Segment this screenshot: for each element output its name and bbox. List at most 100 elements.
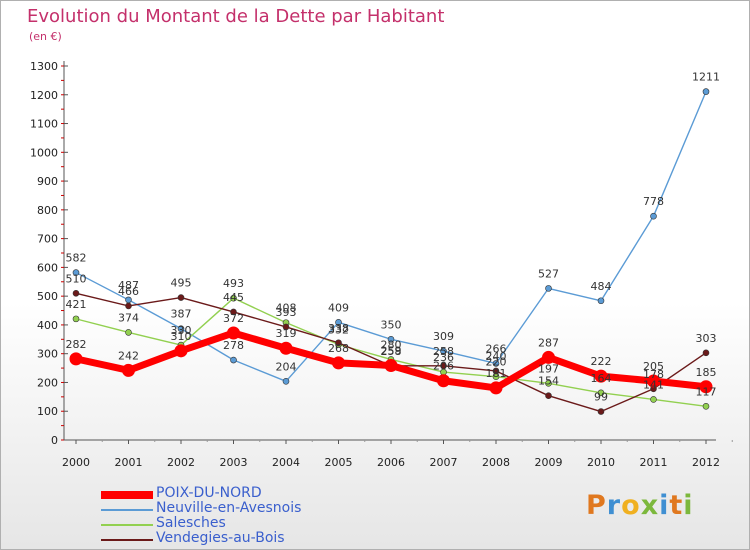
y-tick-label: 800	[37, 204, 58, 217]
x-tick-label: 2003	[220, 456, 248, 469]
x-tick-label: 2010	[587, 456, 615, 469]
data-point	[437, 374, 450, 388]
x-tick-label: 2009	[535, 456, 563, 469]
data-label: 206	[433, 360, 454, 373]
legend-label: Neuville-en-Avesnois	[156, 500, 302, 516]
data-point	[440, 362, 447, 370]
data-label: 220	[486, 356, 507, 369]
data-point	[177, 325, 185, 332]
legend-label: Vendegies-au-Bois	[156, 530, 285, 546]
data-point	[230, 308, 237, 316]
data-point	[594, 369, 608, 383]
data-label: 287	[538, 336, 559, 349]
y-tick-label: 0	[51, 434, 58, 447]
data-point	[492, 360, 500, 367]
data-label: 338	[328, 322, 349, 335]
data-point	[69, 352, 83, 366]
data-point	[699, 380, 713, 394]
data-label: 487	[118, 279, 139, 292]
data-label: 332	[328, 323, 349, 336]
data-point	[335, 339, 342, 347]
chart-title: Evolution du Montant de la Dette par Hab…	[27, 6, 445, 27]
y-tick-label: 600	[37, 261, 58, 274]
data-label: 350	[381, 318, 402, 331]
data-point	[227, 326, 240, 340]
data-point	[282, 378, 290, 385]
data-point	[72, 289, 80, 297]
legend-label: POIX-DU-NORD	[156, 485, 262, 501]
y-tick-label: 1200	[30, 89, 58, 102]
data-label: 242	[118, 349, 139, 362]
data-label: 278	[223, 339, 244, 352]
data-label: 205	[643, 360, 664, 373]
data-label: 303	[696, 332, 717, 345]
data-label: 445	[223, 291, 244, 304]
data-point	[545, 380, 552, 387]
data-point	[647, 374, 660, 388]
data-label: 393	[276, 306, 297, 319]
data-label: 387	[171, 308, 192, 321]
data-label: 204	[276, 360, 297, 373]
y-tick-label: 900	[37, 175, 58, 188]
y-tick-label: 100	[37, 405, 58, 418]
y-tick-label: 200	[37, 376, 58, 389]
proxiti-logo: Proxiti	[586, 490, 694, 521]
data-point	[545, 285, 552, 292]
data-point	[174, 344, 188, 358]
data-label: 259	[381, 344, 402, 357]
data-label: 222	[591, 355, 612, 368]
legend-swatch	[101, 524, 153, 526]
data-point	[650, 212, 657, 220]
data-label: 258	[433, 345, 454, 358]
data-point	[702, 403, 710, 410]
data-point	[279, 341, 293, 355]
data-label: 280	[381, 338, 402, 351]
data-label: 778	[643, 195, 664, 208]
data-label: 178	[643, 368, 664, 381]
data-point	[650, 396, 657, 403]
chart-subtitle: (en €)	[29, 30, 62, 43]
x-tick-label: 2000	[62, 456, 90, 469]
data-label: 319	[276, 327, 297, 340]
data-label: 268	[328, 342, 349, 355]
x-tick-label: 2005	[325, 456, 353, 469]
data-label: 236	[433, 351, 454, 364]
y-tick-label: 400	[37, 319, 58, 332]
data-label: 408	[276, 302, 297, 315]
data-point	[230, 356, 237, 364]
y-tick-label: 1100	[30, 118, 58, 131]
data-label: 330	[171, 324, 192, 337]
x-tick-label: 2008	[482, 456, 510, 469]
data-point	[545, 392, 552, 399]
data-label: 141	[643, 378, 664, 391]
data-label: 310	[171, 330, 192, 343]
data-label: 493	[223, 277, 244, 290]
data-point	[125, 329, 132, 336]
data-label: 164	[591, 372, 612, 385]
data-point	[702, 349, 710, 357]
data-label: 495	[171, 277, 192, 290]
data-point	[230, 294, 237, 302]
data-label: 99	[594, 391, 608, 404]
data-point	[387, 336, 395, 343]
data-point	[177, 294, 185, 301]
y-tick-label: 1000	[30, 146, 58, 159]
data-point	[597, 408, 605, 415]
x-tick-label: 2007	[430, 456, 458, 469]
data-label: 484	[591, 280, 612, 293]
data-point	[72, 315, 80, 323]
data-point	[440, 347, 447, 355]
x-tick-label: 2002	[167, 456, 195, 469]
data-label: 309	[433, 330, 454, 343]
y-tick-label: 1300	[30, 60, 58, 73]
x-tick-label: 2012	[692, 456, 720, 469]
data-point	[332, 356, 345, 370]
data-point	[335, 319, 342, 326]
y-tick-label: 500	[37, 290, 58, 303]
data-point	[72, 269, 80, 276]
data-label: 197	[538, 362, 559, 375]
data-label: 510	[66, 272, 87, 285]
data-label: 240	[486, 350, 507, 363]
data-label: 372	[223, 312, 244, 325]
